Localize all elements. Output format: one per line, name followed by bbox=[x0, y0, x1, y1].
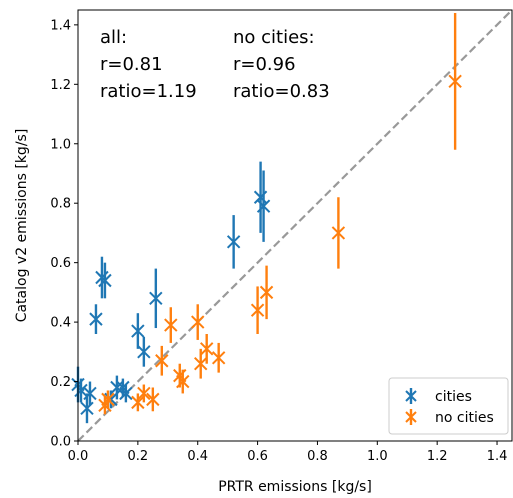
legend-x-icon bbox=[405, 390, 417, 402]
y-tick-label: 0.0 bbox=[50, 435, 71, 450]
y-tick-label: 1.2 bbox=[50, 78, 71, 93]
data-point bbox=[256, 199, 271, 213]
y-axis: 0.0 0.2 0.4 0.6 0.8 1.0 1.2 1.4 bbox=[50, 18, 78, 450]
x-axis-label: PRTR emissions [kg/s] bbox=[218, 479, 372, 495]
data-point bbox=[199, 342, 214, 356]
legend-marker-cities bbox=[405, 388, 417, 404]
y-tick-label: 0.4 bbox=[50, 316, 71, 331]
data-point bbox=[119, 386, 133, 401]
series-cities bbox=[71, 161, 271, 424]
data-point bbox=[146, 392, 160, 407]
data-point bbox=[164, 318, 178, 332]
data-point bbox=[137, 386, 151, 401]
legend-x-icon bbox=[405, 411, 417, 423]
annotation-no-cities-ratio: ratio=0.83 bbox=[233, 81, 330, 102]
legend-box bbox=[388, 377, 509, 435]
annotation-no-cities-r: r=0.96 bbox=[233, 54, 296, 75]
y-tick-label: 1.4 bbox=[50, 18, 71, 33]
series-no-cities bbox=[98, 12, 462, 415]
y-tick-label: 0.8 bbox=[50, 197, 71, 212]
plot-frame bbox=[77, 9, 513, 442]
data-point bbox=[110, 380, 124, 395]
data-point bbox=[176, 374, 190, 389]
data-point bbox=[259, 285, 274, 300]
data-marks bbox=[71, 12, 462, 424]
data-point bbox=[74, 383, 88, 398]
annotation-all-r: r=0.81 bbox=[100, 54, 163, 75]
x-tick-label: 1.2 bbox=[427, 449, 448, 464]
data-point bbox=[131, 395, 145, 410]
x-tick-label: 1.4 bbox=[487, 449, 508, 464]
annotation-all-title: all: bbox=[100, 27, 127, 48]
data-point bbox=[250, 303, 265, 317]
data-point bbox=[191, 315, 205, 329]
data-point bbox=[155, 354, 169, 368]
x-axis: 0.0 0.2 0.4 0.6 0.8 1.0 1.2 1.4 bbox=[68, 441, 508, 464]
legend-marker-no-cities bbox=[405, 409, 417, 425]
legend-label-cities: cities bbox=[435, 389, 472, 405]
data-point bbox=[226, 235, 241, 249]
x-tick-label: 0.4 bbox=[187, 449, 208, 464]
data-point bbox=[211, 351, 226, 365]
data-point bbox=[331, 226, 346, 240]
data-point bbox=[101, 392, 115, 407]
reference-line bbox=[77, 9, 513, 442]
annotation-all-ratio: ratio=1.19 bbox=[100, 81, 197, 102]
annotation-no-cities: no cities: r=0.96 ratio=0.83 bbox=[233, 27, 330, 102]
x-tick-label: 1.0 bbox=[367, 449, 388, 464]
x-tick-label: 0.6 bbox=[247, 449, 268, 464]
data-point bbox=[194, 357, 208, 371]
data-point bbox=[89, 312, 103, 326]
data-point bbox=[83, 386, 97, 401]
data-point bbox=[98, 273, 112, 288]
x-tick-label: 0.0 bbox=[68, 449, 89, 464]
data-point bbox=[448, 74, 462, 89]
y-tick-label: 0.2 bbox=[50, 375, 71, 390]
y-axis-label: Catalog v2 emissions [kg/s] bbox=[14, 129, 30, 323]
y-tick-label: 0.6 bbox=[50, 256, 71, 271]
annotation-no-cities-title: no cities: bbox=[233, 27, 315, 48]
data-point bbox=[131, 324, 145, 338]
y-tick-label: 1.0 bbox=[50, 137, 71, 152]
legend: cities no cities bbox=[388, 377, 509, 435]
data-point bbox=[149, 291, 163, 306]
legend-label-no-cities: no cities bbox=[435, 410, 494, 426]
x-tick-label: 0.2 bbox=[128, 449, 149, 464]
data-point bbox=[137, 345, 151, 359]
x-tick-label: 0.8 bbox=[307, 449, 328, 464]
annotation-all: all: r=0.81 ratio=1.19 bbox=[100, 27, 197, 102]
